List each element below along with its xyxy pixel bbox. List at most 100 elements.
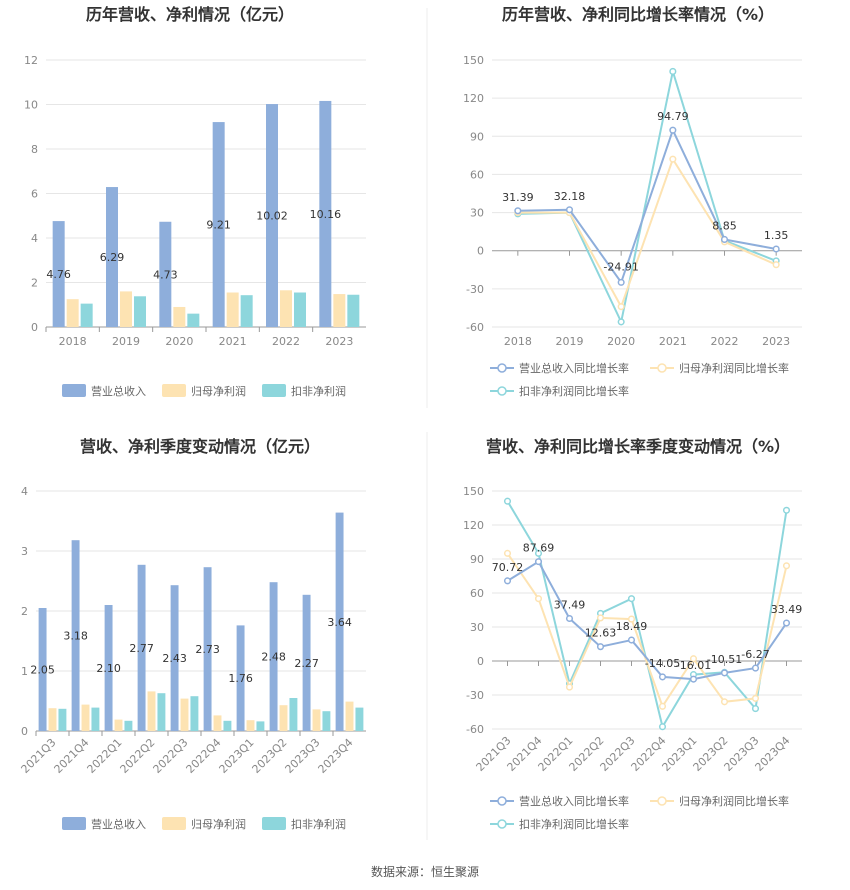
- bar-2023q1-s2: [256, 721, 265, 731]
- bar-value-label: 2.48: [261, 651, 286, 664]
- point-2020-s1: [617, 303, 625, 311]
- point-2023-s0: [772, 245, 780, 253]
- legend-label-s0: 营业总收入同比增长率: [519, 794, 629, 808]
- bar-2023q4-s1: [345, 701, 354, 731]
- point-2019-s0: [565, 206, 574, 214]
- bar-2021-s2: [240, 295, 253, 327]
- y-tick-label: 6: [31, 188, 38, 201]
- legend-label-s2: 扣非净利润同比增长率: [519, 817, 629, 831]
- bar-value-label: 10.16: [310, 208, 342, 221]
- bar-value-label: 2.77: [129, 642, 154, 655]
- point-value-label: 94.79: [657, 110, 689, 123]
- bar-value-label: 4.73: [153, 268, 178, 281]
- bar-2023q3-s1: [312, 709, 321, 731]
- point-2020-s2: [617, 318, 625, 326]
- y-tick-label: 120: [463, 92, 484, 105]
- bar-2023q2-s2: [289, 698, 298, 731]
- point-value-label: 32.18: [554, 190, 586, 203]
- point-2023q3-s1: [751, 694, 760, 702]
- point-2023q2-s1: [720, 698, 729, 706]
- legend-swatch-s0: [62, 384, 86, 397]
- x-tick-label: 2023Q4: [316, 736, 356, 776]
- y-tick-label: 4: [21, 485, 28, 498]
- bar-2022-s2: [294, 292, 306, 327]
- bar-2023q3-s2: [322, 711, 331, 731]
- point-value-label: -6.27: [741, 648, 769, 661]
- point-value-label: 31.39: [502, 191, 534, 204]
- bar-2022q3-s0: [170, 585, 179, 731]
- y-tick-label: 10: [24, 99, 38, 112]
- bar-2019-s1: [120, 291, 132, 327]
- x-tick-label: 2023Q3: [283, 736, 323, 776]
- bar-2023q4-s2: [355, 707, 364, 731]
- y-tick-label: 60: [470, 168, 484, 181]
- data-source-footer: 数据来源：恒生聚源: [371, 864, 479, 879]
- series-line-s2: [506, 500, 788, 730]
- point-value-label: 8.85: [712, 219, 737, 232]
- point-2021-s2: [669, 67, 677, 75]
- bar-2021q4-s2: [91, 707, 100, 731]
- point-2023q4-s2: [782, 506, 791, 514]
- legend-label-s2: 扣非净利润: [291, 817, 346, 831]
- point-2023q3-s0: [751, 664, 760, 672]
- x-tick-label: 2022Q1: [85, 736, 125, 776]
- bar-2018-s2: [80, 303, 93, 327]
- x-tick-label: 2023: [762, 335, 790, 348]
- bar-2022-s0: [266, 104, 278, 328]
- series-line-s0: [506, 560, 788, 681]
- point-2022q3-s0: [627, 636, 636, 644]
- x-tick-label: 2022Q2: [118, 736, 158, 776]
- legend-label-s1: 归母净利润同比增长率: [679, 794, 789, 808]
- bar-2022q3-s1: [180, 698, 189, 731]
- point-value-label: 18.49: [616, 620, 648, 633]
- point-2023q3-s2: [751, 705, 760, 713]
- point-2021q3-s0: [503, 577, 512, 585]
- point-2023q1-s1: [689, 655, 698, 663]
- bar-value-label: 3.18: [63, 630, 88, 643]
- point-2021q3-s1: [503, 549, 512, 557]
- point-value-label: 33.49: [771, 603, 803, 616]
- point-value-label: -16.01: [676, 659, 711, 672]
- y-tick-label: 150: [463, 54, 484, 67]
- bar-2022q4-s0: [203, 567, 212, 731]
- x-tick-label: 2022Q4: [184, 736, 224, 776]
- point-value-label: -24.91: [603, 260, 638, 273]
- legend-swatch-s1: [162, 384, 186, 397]
- x-tick-label: 2018: [504, 335, 532, 348]
- legend-swatch-s1: [162, 817, 186, 830]
- bar-2021q4-s1: [81, 704, 90, 731]
- bar-2022q4-s2: [223, 720, 232, 731]
- chart-title: 历年营收、净利情况（亿元）: [86, 5, 294, 24]
- legend-swatch-marker-s1: [657, 363, 667, 373]
- legend-label-s1: 归母净利润同比增长率: [679, 361, 789, 375]
- bar-value-label: 2.73: [195, 643, 220, 656]
- bar-2022-s1: [280, 290, 292, 327]
- x-tick-label: 2022: [272, 335, 300, 348]
- legend-swatch-marker-s0: [497, 363, 507, 373]
- quarterly-values-chart: 营收、净利季度变动情况（亿元）012342021Q32021Q42022Q120…: [19, 437, 366, 831]
- y-tick-label: 90: [470, 553, 484, 566]
- y-tick-label: 2: [21, 605, 28, 618]
- bar-2023-s1: [333, 294, 346, 327]
- legend-swatch-marker-s2: [497, 386, 507, 396]
- series-line-s1: [517, 156, 777, 310]
- point-value-label: -14.05: [645, 657, 680, 670]
- point-2022q1-s1: [565, 683, 574, 691]
- legend-swatch-s0: [62, 817, 86, 830]
- legend-swatch-marker-s0: [497, 796, 507, 806]
- legend-label-s2: 扣非净利润同比增长率: [519, 384, 629, 398]
- x-tick-label: 2019: [112, 335, 140, 348]
- bar-2021q3-s2: [58, 708, 67, 731]
- point-2022q4-s2: [658, 723, 667, 731]
- series-line-s1: [506, 552, 788, 709]
- bar-2021q3-s0: [38, 608, 47, 731]
- x-tick-label: 2023Q2: [250, 736, 290, 776]
- bar-2023q2-s1: [279, 705, 288, 731]
- x-tick-label: 2021Q4: [52, 736, 92, 776]
- point-2023q4-s0: [782, 619, 791, 627]
- point-2021-s0: [669, 126, 677, 134]
- bar-2022q2-s1: [147, 691, 156, 731]
- x-tick-label: 2021: [659, 335, 687, 348]
- point-value-label: -10.51: [707, 653, 742, 666]
